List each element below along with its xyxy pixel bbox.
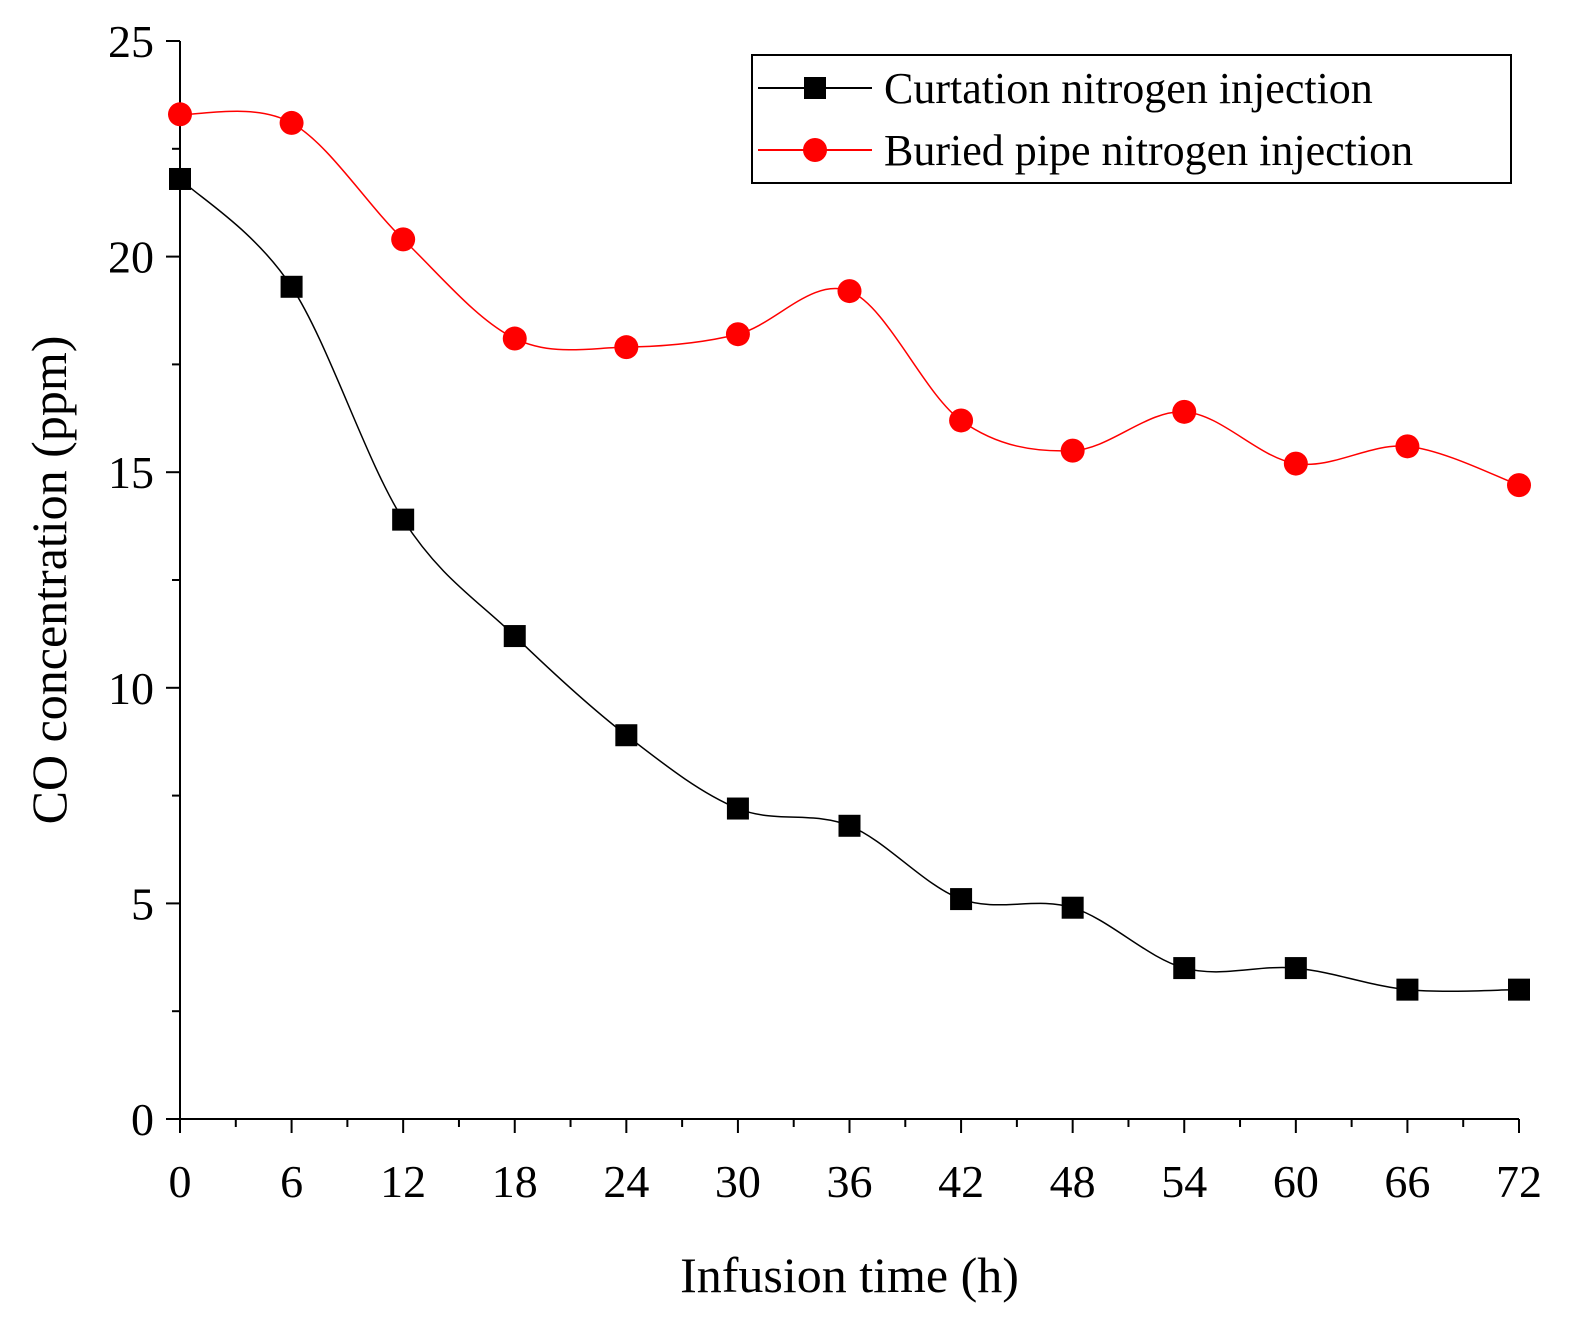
x-tick-label: 42 [938,1156,984,1207]
x-tick-label: 18 [492,1156,538,1207]
data-point-circle [279,110,304,135]
legend-label: Buried pipe nitrogen injection [884,126,1413,175]
x-ticks: 0 6 12 18 24 30 36 42 48 54 60 66 72 [169,1119,1542,1207]
data-point-circle [502,326,527,351]
x-tick-label: 36 [827,1156,873,1207]
legend-entry-2: Buried pipe nitrogen injection [758,126,1413,175]
x-tick-label: 60 [1273,1156,1319,1207]
data-point-square [1508,978,1530,1001]
data-point-circle [168,102,192,127]
data-point-circle [1283,451,1308,476]
data-point-square [1173,957,1196,980]
y-tick-label: 5 [131,878,154,929]
legend-marker-circle [803,138,827,162]
x-tick-label: 30 [715,1156,761,1207]
x-tick-label: 54 [1161,1156,1207,1207]
data-point-square [726,797,749,820]
x-tick-label: 6 [280,1156,303,1207]
data-point-square [280,275,303,298]
y-tick-label: 0 [131,1094,154,1145]
y-tick-label: 10 [108,663,154,714]
x-tick-label: 0 [169,1156,192,1207]
x-tick-label: 66 [1384,1156,1430,1207]
y-axis-label: CO concentration (ppm) [21,336,77,825]
data-point-square [1284,957,1307,980]
y-ticks: 0 5 10 15 20 25 [108,16,180,1145]
series [168,102,1531,1001]
data-point-square [392,508,415,531]
axes [179,41,1519,1120]
data-point-square [615,724,638,747]
x-tick-label: 12 [380,1156,426,1207]
series-1 [169,167,1530,1001]
data-point-circle [1395,434,1420,459]
data-point-circle [1507,473,1531,498]
data-point-circle [837,279,862,304]
legend-label: Curtation nitrogen injection [884,64,1373,113]
legend: Curtation nitrogen injection Buried pipe … [751,54,1512,184]
data-point-circle [949,408,974,433]
x-tick-label: 72 [1496,1156,1542,1207]
data-point-circle [1172,399,1197,424]
series-2 [168,102,1531,498]
legend-box [751,54,1512,184]
legend-entry-1: Curtation nitrogen injection [758,64,1373,113]
x-axis-label: Infusion time (h) [680,1247,1019,1303]
data-point-square [950,888,973,911]
y-tick-label: 20 [108,232,154,283]
legend-marker-square [804,77,826,99]
y-tick-label: 25 [108,16,154,67]
y-tick-label: 15 [108,447,154,498]
data-point-circle [614,335,639,360]
data-point-circle [1060,438,1085,463]
series-line [179,178,1520,992]
data-point-square [169,167,191,190]
data-point-circle [391,227,416,252]
data-point-square [1396,978,1419,1001]
data-point-square [838,814,861,837]
data-point-square [503,625,526,648]
data-point-circle [725,322,750,347]
x-tick-label: 24 [603,1156,649,1207]
data-point-square [1061,896,1084,919]
x-tick-label: 48 [1050,1156,1096,1207]
